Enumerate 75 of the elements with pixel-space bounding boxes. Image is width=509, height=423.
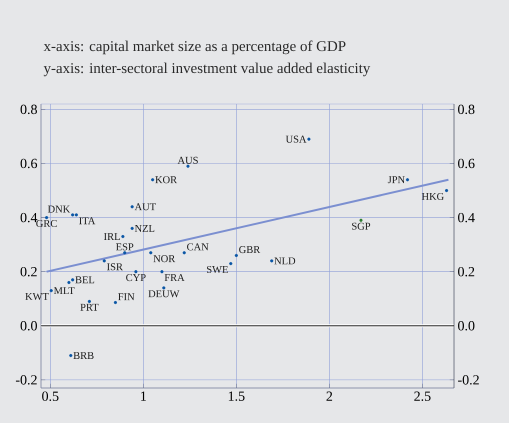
annotation: ITA <box>79 217 96 224</box>
point <box>186 164 190 168</box>
annotation: SWE <box>206 266 228 274</box>
point <box>130 205 134 208</box>
annotation: ESP <box>116 243 134 250</box>
point <box>182 251 186 254</box>
annotation: BRB <box>73 352 94 359</box>
y-tick-label: 0.8 <box>20 104 37 114</box>
point <box>130 226 134 230</box>
point <box>121 234 124 238</box>
point <box>149 251 152 254</box>
point <box>67 280 71 284</box>
point <box>359 218 363 222</box>
y-tick-label: 0.4 <box>20 212 38 222</box>
annotation: NLD <box>274 257 296 264</box>
point <box>69 354 72 358</box>
annotation: GBR <box>239 246 260 254</box>
annotation: NZL <box>134 225 154 232</box>
point <box>134 270 138 274</box>
annotation: BEL <box>75 276 94 284</box>
point <box>162 286 166 290</box>
point <box>123 251 126 254</box>
point <box>234 254 238 258</box>
chart-subtitle: y-axis: inter-sectoral investment value added elasticity <box>44 62 370 76</box>
annotation: MLT <box>54 287 75 294</box>
y-tick-label: -0.2 <box>16 375 37 385</box>
point <box>114 300 118 304</box>
y-tick-label: 0.2 <box>20 266 37 276</box>
y2-tick-label: 0.2 <box>458 266 474 276</box>
point <box>444 188 448 192</box>
annotation: ISR <box>107 263 123 270</box>
point <box>102 259 106 262</box>
annotation: IRL <box>104 233 120 240</box>
point <box>160 270 164 274</box>
annotation: FRA <box>164 274 185 281</box>
y2-tick-label: 0.4 <box>458 212 475 222</box>
x-tick-label: 2 <box>326 392 332 401</box>
x-tick-label: 2.5 <box>414 392 431 401</box>
point <box>44 216 48 220</box>
point <box>71 213 74 216</box>
y-tick-label: 0.6 <box>20 158 38 168</box>
point <box>307 138 310 141</box>
annotation: FIN <box>118 293 134 300</box>
annotation: SGP <box>352 222 370 230</box>
point <box>71 278 74 282</box>
point <box>151 178 154 182</box>
y2-tick-label: 0.6 <box>458 158 475 168</box>
y2-tick-label: -0.2 <box>458 375 479 385</box>
annotation: AUS <box>178 156 198 164</box>
point <box>50 289 53 292</box>
annotation: DNK <box>48 206 70 212</box>
annotation: GRC <box>36 220 57 228</box>
annotation: KOR <box>155 176 178 184</box>
annotation: AUT <box>134 203 156 210</box>
annotation: DEUW <box>148 290 180 298</box>
point <box>229 262 232 266</box>
x-tick-label: 1.5 <box>228 392 245 401</box>
point <box>406 178 410 182</box>
y-tick-label: 0.0 <box>20 321 37 331</box>
x-tick-label: 0.5 <box>42 392 58 401</box>
chart-title: x-axis: capital market size as a percentage of GDP <box>44 40 346 54</box>
y2-tick-label: 0.8 <box>458 104 474 114</box>
y2-tick-label: 0.0 <box>458 321 474 331</box>
point <box>270 259 274 262</box>
annotation: CAN <box>187 243 208 250</box>
annotation: NOR <box>153 255 176 262</box>
annotation: PRT <box>80 304 98 311</box>
point <box>74 213 78 216</box>
annotation: HKG <box>422 192 444 200</box>
annotation: KWT <box>25 293 49 300</box>
point <box>88 300 91 304</box>
x-tick-label: 1 <box>141 392 146 401</box>
annotation: USA <box>286 136 306 143</box>
annotation: JPN <box>388 176 405 184</box>
annotation: CYP <box>126 274 146 282</box>
